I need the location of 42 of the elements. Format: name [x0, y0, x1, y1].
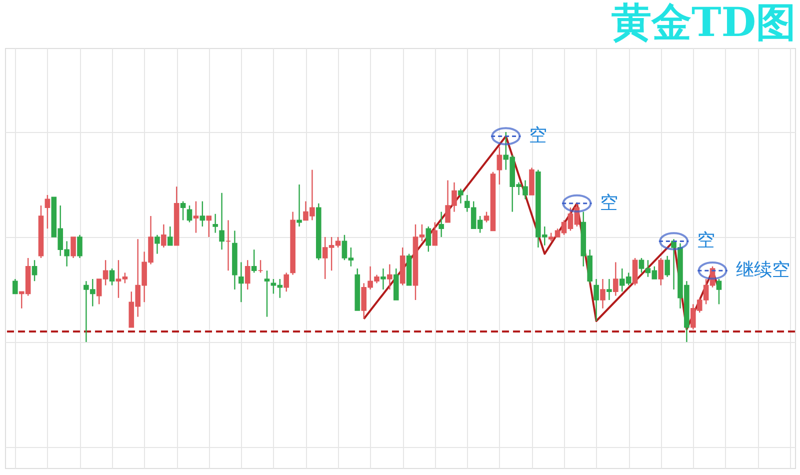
candlestick — [716, 278, 722, 305]
candlestick — [426, 226, 432, 252]
candlestick — [200, 200, 206, 228]
candlestick — [12, 278, 18, 294]
candlestick — [251, 249, 257, 274]
candlestick — [438, 211, 444, 238]
candlestick — [206, 215, 212, 238]
candlestick — [109, 268, 115, 286]
annotation: 空 — [697, 230, 716, 252]
candlestick — [44, 194, 50, 230]
candlestick — [219, 192, 224, 250]
candlestick — [600, 278, 606, 309]
candlestick — [632, 257, 638, 286]
candlestick — [432, 222, 438, 246]
candlestick — [458, 188, 464, 204]
candlestick — [77, 234, 82, 259]
candlestick — [161, 224, 166, 248]
text: 继续空 — [736, 260, 790, 281]
candlestick — [296, 184, 302, 228]
candlestick — [664, 255, 670, 278]
candlestick — [594, 278, 599, 322]
candlestick — [658, 257, 664, 286]
candlestick — [264, 270, 270, 318]
candlestick — [238, 262, 244, 303]
candlestick — [154, 234, 160, 254]
candlestick — [32, 260, 38, 282]
candlestick — [380, 268, 386, 290]
candlestick — [167, 226, 173, 246]
chart-title: 黄金TD图 — [612, 0, 796, 46]
candlestick — [613, 262, 618, 296]
candlestick — [70, 236, 76, 259]
candlestick — [180, 200, 186, 221]
candlestick — [193, 200, 199, 234]
annotation: 空 — [529, 125, 548, 146]
candlestick — [284, 272, 290, 292]
candlestick — [244, 260, 250, 290]
annotation: 空 — [600, 192, 618, 214]
candlestick — [387, 264, 392, 290]
candlestick — [606, 278, 612, 301]
candlestick — [212, 213, 218, 234]
candlestick — [186, 204, 192, 223]
candlestick — [496, 146, 502, 186]
